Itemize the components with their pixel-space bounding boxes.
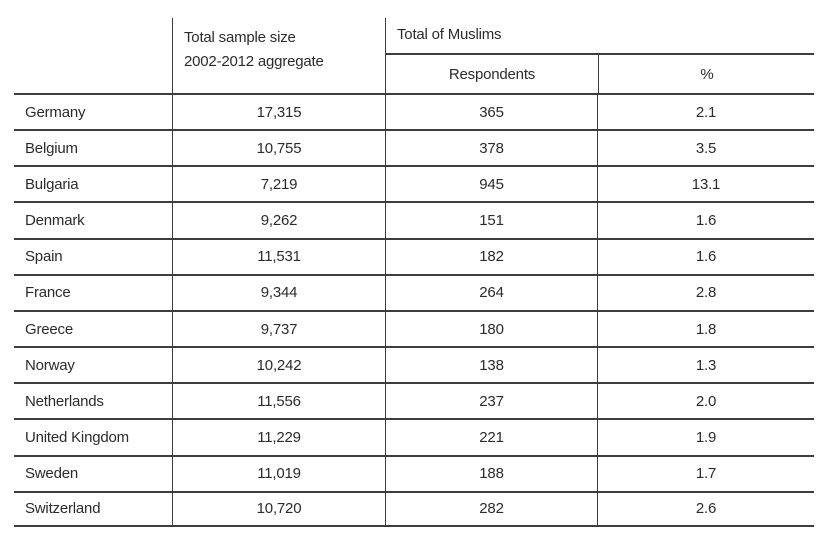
header-total-sample-size-line2: 2002-2012 aggregate — [184, 53, 324, 70]
sample-size-cell: 11,556 — [172, 384, 385, 419]
respondents-cell: 378 — [385, 131, 597, 166]
table-row: United Kingdom 11,229 221 1.9 — [14, 418, 814, 455]
percent-cell: 1.6 — [597, 203, 814, 238]
table-header: Total sample size 2002-2012 aggregate To… — [14, 18, 814, 93]
percent-cell: 2.8 — [597, 275, 814, 310]
country-cell: Greece — [25, 320, 73, 338]
table-row: Switzerland 10,720 282 2.6 — [14, 490, 814, 527]
table-row: France 9,344 264 2.8 — [14, 273, 814, 310]
respondents-cell: 282 — [385, 492, 597, 525]
table-row: Germany 17,315 365 2.1 — [14, 93, 814, 130]
percent-cell: 1.6 — [597, 239, 814, 274]
sample-size-cell: 10,755 — [172, 131, 385, 166]
respondents-cell: 180 — [385, 311, 597, 347]
country-muslim-sample-table: Total sample size 2002-2012 aggregate To… — [14, 18, 814, 527]
country-cell: Germany — [25, 103, 86, 121]
country-cell: United Kingdom — [25, 428, 129, 446]
sample-size-cell: 9,262 — [172, 203, 385, 238]
percent-cell: 1.9 — [597, 420, 814, 455]
header-total-sample-size-line1: Total sample size — [184, 29, 296, 46]
country-cell: Norway — [25, 356, 75, 374]
sample-size-cell: 7,219 — [172, 167, 385, 202]
respondents-cell: 151 — [385, 203, 597, 238]
header-country-empty-cell — [14, 18, 172, 93]
table-row: Netherlands 11,556 237 2.0 — [14, 382, 814, 419]
percent-cell: 2.6 — [597, 492, 814, 525]
percent-cell: 2.0 — [597, 384, 814, 419]
country-cell: Denmark — [25, 212, 85, 230]
respondents-cell: 188 — [385, 456, 597, 491]
percent-cell: 3.5 — [597, 131, 814, 166]
respondents-cell: 264 — [385, 275, 597, 310]
sample-size-cell: 9,344 — [172, 275, 385, 310]
header-total-of-muslims-group: Total of Muslims Respondents % — [385, 18, 814, 93]
percent-cell: 2.1 — [597, 95, 814, 130]
sample-size-cell: 17,315 — [172, 95, 385, 130]
country-cell: Sweden — [25, 465, 79, 483]
country-cell: Switzerland — [25, 500, 101, 518]
sample-size-cell: 10,720 — [172, 492, 385, 525]
table-row: Denmark 9,262 151 1.6 — [14, 201, 814, 238]
sample-size-cell: 10,242 — [172, 348, 385, 383]
table-row: Norway 10,242 138 1.3 — [14, 346, 814, 383]
respondents-cell: 182 — [385, 239, 597, 274]
table-row: Belgium 10,755 378 3.5 — [14, 129, 814, 166]
respondents-cell: 945 — [385, 167, 597, 202]
percent-cell: 1.7 — [597, 456, 814, 491]
respondents-cell: 237 — [385, 384, 597, 419]
percent-cell: 1.3 — [597, 348, 814, 383]
percent-cell: 1.8 — [597, 311, 814, 347]
table-row: Greece 9,737 180 1.8 — [14, 309, 814, 347]
header-total-sample-size: Total sample size 2002-2012 aggregate — [172, 18, 385, 93]
header-subrow: Respondents % — [386, 55, 814, 93]
table-body: Germany 17,315 365 2.1 Belgium 10,755 37… — [14, 93, 814, 527]
country-cell: Belgium — [25, 139, 78, 157]
table-row: Bulgaria 7,219 945 13.1 — [14, 165, 814, 202]
sample-size-cell: 11,531 — [172, 239, 385, 274]
header-percent: % — [598, 55, 815, 93]
respondents-cell: 138 — [385, 348, 597, 383]
table-row: Sweden 11,019 188 1.7 — [14, 454, 814, 491]
respondents-cell: 365 — [385, 95, 597, 130]
sample-size-cell: 11,229 — [172, 420, 385, 455]
country-cell: Bulgaria — [25, 175, 79, 193]
respondents-cell: 221 — [385, 420, 597, 455]
country-cell: Spain — [25, 248, 63, 266]
country-cell: France — [25, 284, 71, 302]
header-respondents: Respondents — [448, 65, 536, 83]
sample-size-cell: 9,737 — [172, 311, 385, 347]
header-total-of-muslims: Total of Muslims — [386, 18, 814, 55]
sample-size-cell: 11,019 — [172, 456, 385, 491]
country-cell: Netherlands — [25, 392, 104, 410]
table-row: Spain 11,531 182 1.6 — [14, 237, 814, 274]
percent-cell: 13.1 — [597, 167, 814, 202]
